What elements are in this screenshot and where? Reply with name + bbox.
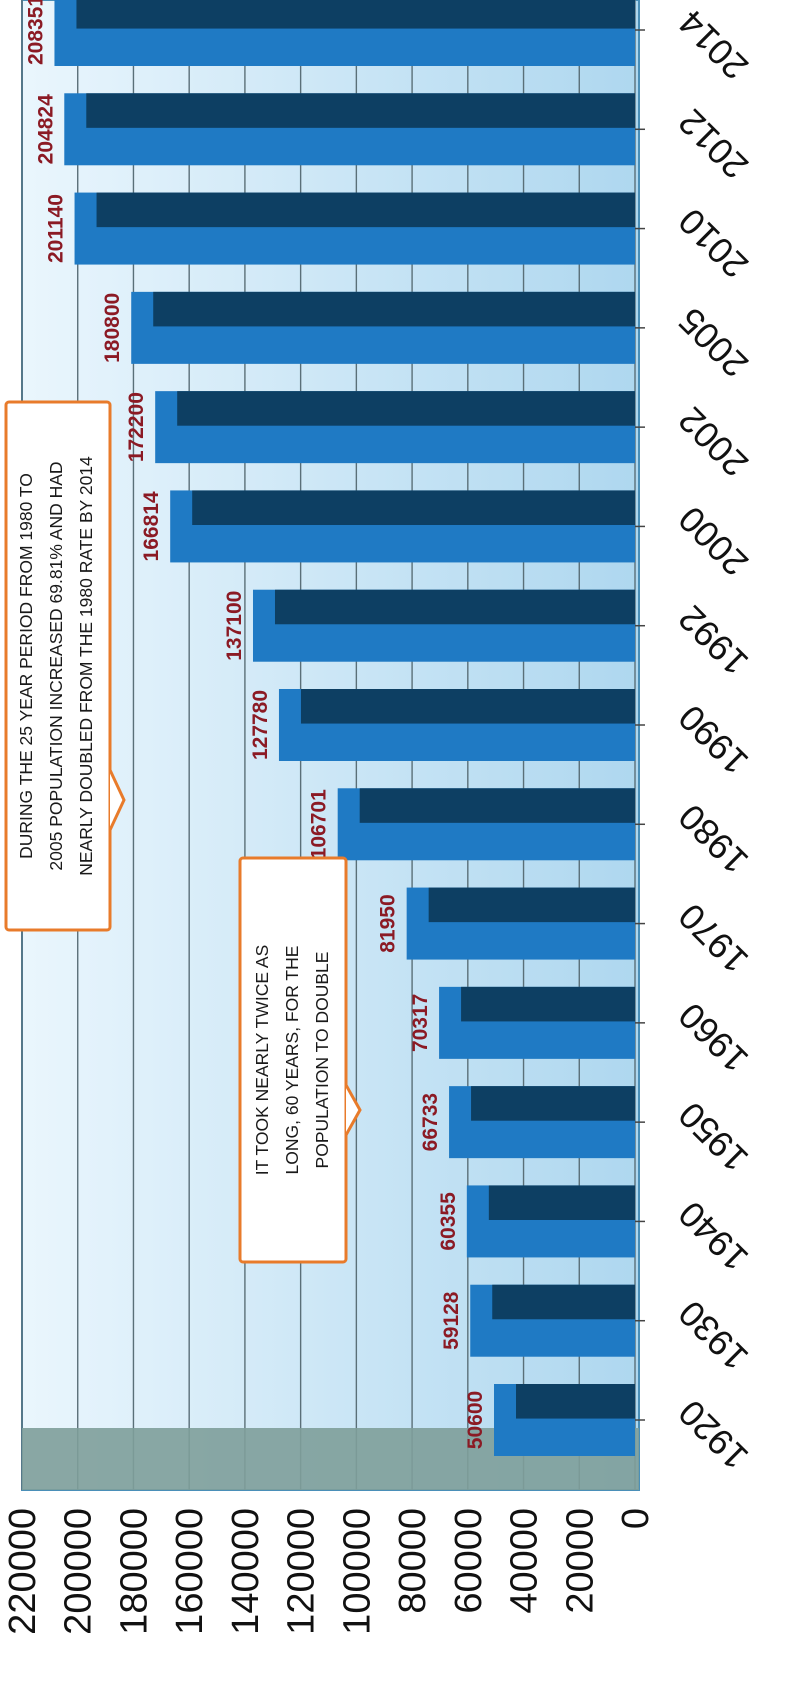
bar-value-label: 106701: [308, 789, 331, 859]
bar-shade: [492, 1284, 635, 1320]
value-tick-label: 220000: [2, 1508, 44, 1635]
bar-shade: [153, 291, 635, 327]
category-label: 2014: [670, 2, 756, 88]
bar-value-label: 201140: [45, 194, 68, 263]
bar-shade: [86, 93, 635, 128]
category-label: 2012: [670, 101, 756, 187]
callout-text-line: DURING THE 25 YEAR PERIOD FROM 1980 TO: [16, 473, 36, 859]
bar-value-label: 81950: [377, 894, 400, 952]
bar-value-label: 180800: [101, 293, 124, 363]
callout-text-line: 2005 POPULATION INCREASED 69.81% AND HAD: [46, 461, 66, 870]
category-label: 2010: [670, 201, 756, 287]
value-tick-label: 140000: [225, 1508, 267, 1635]
bar-value-label: 137100: [223, 591, 246, 661]
callout-pointer: [108, 769, 126, 831]
value-tick-label: 180000: [113, 1508, 155, 1635]
bar-shade: [192, 490, 635, 525]
bar-shade: [76, 0, 635, 29]
bar-value-label: 59128: [440, 1291, 463, 1350]
bar-shade: [471, 1086, 635, 1121]
category-label: 1980: [670, 796, 756, 882]
bar-value-label: 172200: [125, 392, 148, 462]
bar-value-label: 60355: [437, 1192, 460, 1251]
bar-value-label: 166814: [140, 491, 163, 561]
bar-shade: [488, 1185, 635, 1220]
callout-pointer: [344, 1084, 362, 1136]
callout-box: [4, 400, 112, 932]
value-tick-label: 160000: [169, 1508, 211, 1635]
category-label: 1930: [670, 1293, 756, 1379]
category-label: 1920: [670, 1392, 756, 1478]
category-axis-labels: 1920 1930 1940 1950 1960 1970 1980 1990 1992 2000…: [635, 2, 756, 1478]
category-label: 2000: [670, 498, 756, 584]
bar-value-label: 50600: [464, 1391, 487, 1449]
value-tick-label: 120000: [281, 1508, 323, 1635]
value-tick-label: 20000: [559, 1508, 601, 1614]
callout-text-line: NEARLY DOUBLED FROM THE 1980 RATE BY 201…: [76, 456, 96, 876]
value-tick-label: 80000: [392, 1508, 434, 1614]
bar-shade: [461, 986, 635, 1022]
callout-box: [238, 856, 348, 1264]
bars: [54, 0, 636, 1456]
value-axis-ticks: 0 20000 40000 60000 80000 100000 120000 140000 1…: [2, 1508, 657, 1635]
bar-shade: [274, 589, 635, 625]
bar-shade: [96, 192, 635, 228]
value-tick-label: 40000: [504, 1508, 546, 1614]
value-labels: 50600 59128 60355 66733 70317 81950 106701 1277…: [24, 0, 487, 1449]
bar-value-label: 127780: [249, 690, 272, 760]
bar-shade: [516, 1384, 635, 1419]
category-label: 1970: [670, 896, 756, 982]
value-tick-label: 0: [615, 1508, 657, 1529]
category-label: 2002: [670, 399, 756, 485]
category-label: 1940: [670, 1193, 756, 1279]
category-label: 1950: [670, 1094, 756, 1180]
category-label: 2005: [670, 300, 756, 386]
value-tick-label: 200000: [58, 1508, 100, 1635]
category-label: 1990: [670, 697, 756, 783]
category-label: 1960: [670, 995, 756, 1081]
bar-shade: [177, 391, 636, 426]
bar-value-label: 66733: [419, 1093, 442, 1151]
value-tick-label: 100000: [336, 1508, 378, 1635]
bar-shade: [300, 689, 635, 724]
bar-value-label: 204824: [34, 94, 57, 164]
category-label: 1992: [670, 598, 756, 684]
bar-shade: [359, 788, 635, 823]
callouts: DURING THE 25 YEAR PERIOD FROM 1980 TO 20…: [4, 400, 362, 1264]
callout-text-line: POPULATION TO DOUBLE: [312, 952, 332, 1169]
value-tick-label: 60000: [448, 1508, 490, 1614]
callout-text-line: IT TOOK NEARLY TWICE AS: [252, 945, 272, 1176]
bar-shade: [428, 887, 635, 923]
callout-text-line: LONG, 60 YEARS, FOR THE: [282, 946, 302, 1175]
bar-value-label: 208351: [24, 0, 47, 65]
bar-value-label: 70317: [409, 994, 432, 1052]
